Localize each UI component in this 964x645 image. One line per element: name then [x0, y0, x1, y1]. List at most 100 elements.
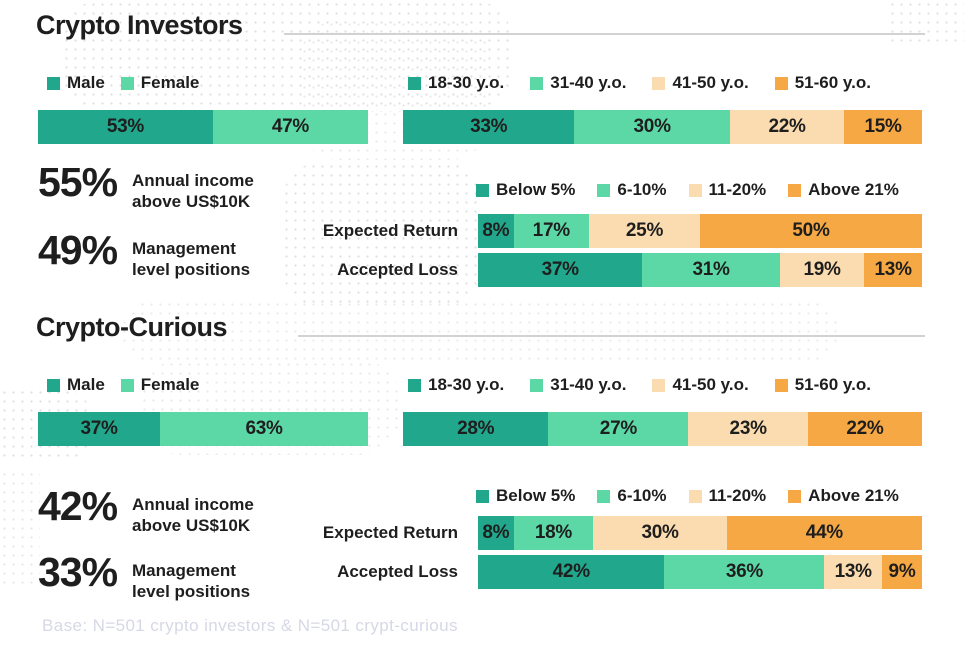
legend-label: 41-50 y.o. [672, 375, 749, 394]
accepted-loss-bar: 42% 36% 13% 9% [478, 555, 922, 589]
bar-segment-peach: 22% [729, 110, 845, 144]
bar-segment-label: 17% [532, 220, 570, 241]
stat-label-management: Management level positions [132, 560, 250, 602]
legend-item: 31-40 y.o. [530, 73, 626, 93]
bar-segment-peach: 19% [779, 253, 865, 287]
bar-segment-green: 27% [548, 412, 689, 446]
bar-segment-green: 31% [642, 253, 780, 287]
legend-item: Above 21% [788, 180, 899, 200]
expected-return-bar: 8% 18% 30% 44% [478, 516, 922, 550]
bar-segment-label: 63% [245, 418, 283, 439]
stat-value-management: 49% [38, 227, 118, 273]
legend-swatch-icon [47, 76, 60, 90]
stat-label-line: Management [132, 239, 236, 258]
dot-pattern [888, 0, 964, 46]
legend-item: Male [47, 375, 105, 395]
legend-label: 11-20% [708, 180, 767, 199]
legend-item: 51-60 y.o. [774, 73, 871, 93]
bar-segment-peach: 30% [593, 516, 727, 550]
section-title: Crypto-Curious [36, 312, 228, 342]
legend-label: Male [67, 375, 105, 394]
divider-line [284, 33, 925, 35]
bar-segment-label: 8% [482, 220, 510, 241]
stat-label-management: Management level positions [132, 238, 250, 280]
dot-pattern [0, 470, 40, 590]
expected-return-bar: 8% 17% 25% 50% [478, 214, 922, 248]
bar-segment-label: 37% [541, 259, 579, 280]
bar-segment-label: 31% [692, 259, 730, 280]
bar-segment-label: 33% [470, 116, 508, 137]
risk-row-label-accepted-loss: Accepted Loss [337, 562, 458, 581]
legend-swatch-icon [408, 378, 421, 392]
bar-segment-peach: 23% [688, 412, 808, 446]
legend-swatch-icon [788, 489, 802, 503]
legend-item: 6-10% [597, 486, 667, 506]
legend-label: 18-30 y.o. [428, 375, 505, 394]
bar-segment-label: 44% [805, 522, 843, 543]
legend-swatch-icon [47, 378, 60, 392]
legend-swatch-icon [120, 378, 134, 392]
stat-label-income: Annual income above US$10K [132, 494, 254, 536]
bar-segment-teal: 42% [478, 555, 665, 589]
legend-swatch-icon [652, 76, 666, 90]
bar-segment-teal: 53% [38, 110, 213, 144]
legend-item: 6-10% [597, 180, 667, 200]
legend-item: 18-30 y.o. [408, 375, 504, 395]
bar-segment-orange: 15% [844, 110, 922, 144]
legend-swatch-icon [120, 76, 134, 90]
dot-pattern [62, 0, 512, 112]
legend-item: Above 21% [788, 486, 899, 506]
bar-segment-green: 63% [160, 412, 368, 446]
accepted-loss-bar: 37% 31% 19% 13% [478, 253, 922, 287]
bar-segment-orange: 44% [726, 516, 922, 550]
legend-label: Female [140, 375, 200, 394]
gender-legend: Male Female [47, 375, 199, 395]
section-title: Crypto Investors [36, 10, 243, 40]
legend-item: Below 5% [476, 486, 575, 506]
stat-value-management: 33% [38, 549, 118, 595]
bar-segment-orange: 13% [864, 253, 922, 287]
bar-segment-label: 15% [864, 116, 902, 137]
bar-segment-orange: 50% [699, 214, 922, 248]
legend-swatch-icon [774, 378, 788, 392]
legend-swatch-icon [774, 76, 788, 90]
bar-segment-peach: 25% [588, 214, 700, 248]
legend-label: Below 5% [496, 486, 576, 505]
legend-item: Below 5% [476, 180, 575, 200]
legend-label: 11-20% [708, 486, 767, 505]
legend-label: 31-40 y.o. [550, 73, 627, 92]
legend-label: Female [140, 73, 200, 92]
legend-swatch-icon [597, 489, 611, 503]
stat-label-line: Annual income [132, 171, 254, 190]
legend-swatch-icon [788, 183, 802, 197]
legend-swatch-icon [688, 489, 702, 503]
bar-segment-label: 47% [271, 116, 309, 137]
risk-row-label-expected-return: Expected Return [322, 523, 458, 542]
dot-pattern [282, 162, 482, 307]
legend-label: 18-30 y.o. [428, 73, 505, 92]
bar-segment-label: 9% [888, 561, 916, 582]
risk-legend: Below 5% 6-10% 11-20% Above 21% [476, 486, 899, 506]
legend-item: Female [120, 375, 200, 395]
stat-label-line: level positions [132, 582, 251, 601]
bar-segment-label: 37% [80, 418, 118, 439]
stat-label-line: above US$10K [132, 192, 251, 211]
bar-segment-label: 50% [792, 220, 830, 241]
bar-segment-label: 36% [725, 561, 763, 582]
legend-item: 31-40 y.o. [530, 375, 626, 395]
legend-swatch-icon [476, 489, 489, 503]
dot-pattern [120, 300, 840, 362]
bar-segment-label: 13% [834, 561, 872, 582]
section-crypto-curious: Crypto-Curious Male Female 37% 63% 18-30 y… [0, 304, 964, 604]
bar-segment-green: 36% [664, 555, 825, 589]
legend-swatch-icon [408, 76, 421, 90]
bar-segment-label: 22% [768, 116, 806, 137]
divider-line [298, 335, 925, 337]
legend-label: 41-50 y.o. [672, 73, 749, 92]
legend-item: 41-50 y.o. [652, 375, 749, 395]
legend-label: 51-60 y.o. [794, 375, 871, 394]
bar-segment-label: 28% [457, 418, 495, 439]
legend-swatch-icon [476, 183, 489, 197]
stat-value-income: 55% [38, 159, 118, 205]
